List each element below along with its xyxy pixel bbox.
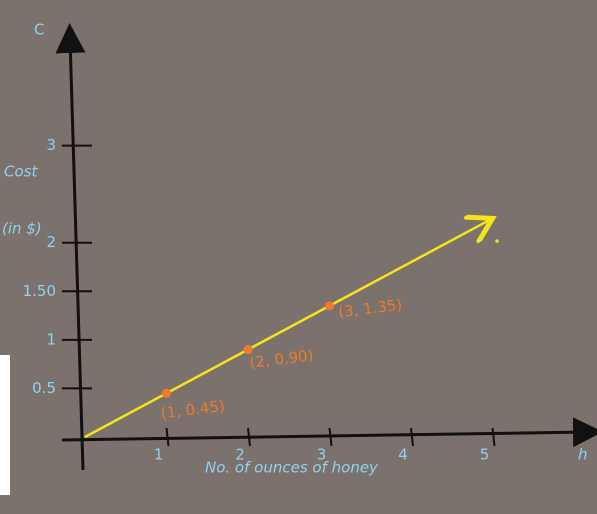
y-label: (in $) — [2, 220, 42, 238]
x-tick — [410, 427, 414, 447]
photo-edge — [0, 355, 10, 495]
point — [243, 345, 253, 355]
x-tick-label: 4 — [398, 446, 408, 464]
x-tick-label: 2 — [235, 446, 245, 464]
line — [84, 218, 493, 439]
x-tick — [165, 427, 170, 447]
x-tick-label: 3 — [317, 446, 327, 464]
x-tick-label: 5 — [480, 446, 490, 464]
y-label: Cost — [4, 163, 38, 181]
x-tick — [491, 427, 496, 447]
x-tick — [247, 427, 251, 447]
x-tick — [328, 427, 333, 447]
stray-dot — [495, 239, 499, 243]
y-axis-letter: C — [34, 21, 44, 39]
x-axis — [61, 417, 597, 448]
y-tick-label: 3 — [46, 136, 56, 154]
y-tick-label: 1 — [46, 330, 56, 348]
x-tick-label: 1 — [154, 446, 164, 464]
y-tick-label: 1.50 — [23, 282, 56, 300]
y-tick-label: 2 — [46, 233, 56, 251]
x-axis-letter: h — [578, 446, 588, 464]
x-label: No. of ounces of honey — [205, 459, 379, 477]
point — [325, 301, 334, 311]
y-axis — [55, 23, 86, 471]
y-tick-label: 0.5 — [32, 379, 56, 397]
point — [162, 388, 171, 398]
